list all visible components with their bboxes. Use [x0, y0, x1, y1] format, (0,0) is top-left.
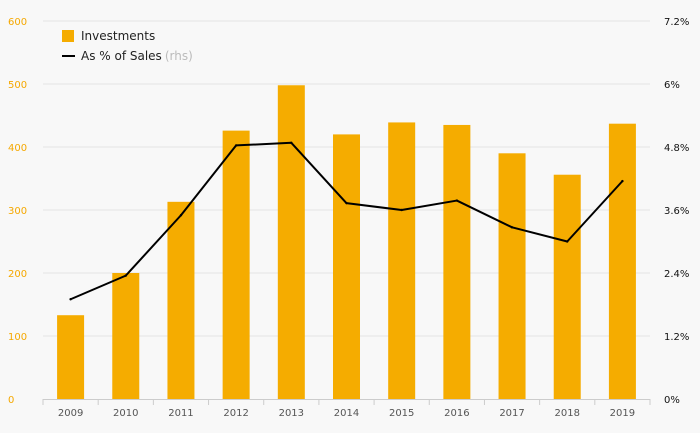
legend-label-pct-sales: As % of Sales — [81, 49, 162, 63]
legend-item-pct-sales: As % of Sales (rhs) — [62, 46, 193, 66]
line-point — [124, 274, 127, 277]
line-point — [69, 298, 72, 301]
y-right-tick-label: 2.4% — [664, 269, 689, 280]
y-left-tick-label: 600 — [8, 17, 27, 28]
bar-investments — [277, 85, 305, 399]
y-right-tick-label: 7.2% — [664, 17, 689, 28]
y-right-tick-label: 0% — [664, 395, 680, 406]
y-right-tick-label: 4.8% — [664, 143, 689, 154]
bar-investments — [112, 273, 140, 399]
y-right-tick-label: 6% — [664, 80, 680, 91]
line-point — [510, 226, 514, 229]
legend-bar-swatch — [62, 30, 74, 42]
legend-label-investments: Investments — [81, 29, 156, 43]
bar-investments — [443, 124, 471, 399]
legend: Investments As % of Sales (rhs) — [62, 26, 193, 66]
line-series — [69, 141, 624, 301]
bar-investments — [553, 174, 581, 399]
bar-series — [57, 85, 636, 400]
bar-investments — [167, 201, 195, 399]
right-axis: 0% 1.2% 2.4% 3.6% 4.8% 6% 7.2% — [664, 17, 689, 406]
bar-investments — [333, 134, 360, 399]
bar-investments — [222, 130, 250, 399]
line-point — [179, 214, 183, 217]
legend-line-swatch — [62, 55, 75, 57]
x-tick-label: 2011 — [168, 408, 193, 419]
line-point — [566, 240, 569, 243]
line-point — [400, 208, 403, 212]
x-axis: 2009 2010 2011 2012 2013 2014 2015 2016 2017 2018… — [42, 399, 651, 419]
x-tick-label: 2010 — [113, 408, 138, 419]
y-left-tick-label: 200 — [8, 269, 27, 280]
x-tick-label: 2016 — [444, 408, 469, 419]
x-tick-label: 2009 — [58, 408, 83, 419]
legend-label-rhs: (rhs) — [164, 49, 193, 63]
y-right-tick-label: 3.6% — [664, 206, 689, 217]
y-left-tick-label: 400 — [8, 143, 27, 154]
legend-item-investments: Investments — [62, 26, 193, 46]
x-tick-label: 2015 — [389, 408, 414, 419]
bar-investments — [388, 122, 416, 400]
y-left-tick-label: 100 — [8, 332, 27, 343]
line-point — [290, 141, 293, 144]
bar-investments — [608, 123, 636, 399]
x-tick-label: 2013 — [279, 408, 304, 419]
y-left-tick-label: 500 — [8, 80, 27, 91]
left-axis: 0 100 200 300 400 500 600 — [8, 17, 27, 406]
x-tick-label: 2014 — [334, 408, 359, 419]
y-right-tick-label: 1.2% — [664, 332, 689, 343]
bar-investments — [57, 315, 85, 399]
y-left-tick-label: 300 — [8, 206, 27, 217]
x-tick-label: 2019 — [610, 408, 635, 419]
x-tick-label: 2012 — [223, 408, 248, 419]
bar-investments — [498, 153, 526, 399]
line-point — [234, 144, 238, 147]
x-tick-label: 2018 — [555, 408, 580, 419]
y-left-tick-label: 0 — [8, 395, 14, 406]
line-point — [455, 199, 459, 202]
line-point — [345, 201, 348, 205]
line-point — [621, 179, 624, 183]
x-tick-label: 2017 — [499, 408, 524, 419]
